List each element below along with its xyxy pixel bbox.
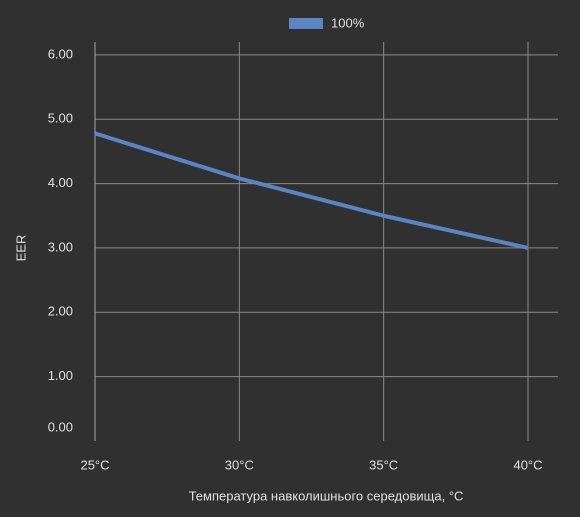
x-tick-label: 35°C [369, 457, 398, 472]
x-tick-label: 25°C [80, 457, 109, 472]
x-tick-label: 40°C [513, 457, 542, 472]
y-tick-label: 3.00 [48, 239, 73, 254]
y-axis-label: EER [13, 235, 28, 262]
y-tick-label: 5.00 [48, 111, 73, 126]
x-tick-label: 30°C [225, 457, 254, 472]
y-tick-label: 1.00 [48, 368, 73, 383]
legend-swatch [289, 18, 323, 29]
legend-label: 100% [331, 15, 365, 30]
y-tick-label: 0.00 [48, 419, 73, 434]
line-series [94, 131, 529, 250]
x-axis-label: Температура навколишнього середовища, °C [189, 488, 464, 503]
y-tick-label: 2.00 [48, 304, 73, 319]
y-tick-label: 4.00 [48, 175, 73, 190]
y-tick-label: 6.00 [48, 46, 73, 61]
